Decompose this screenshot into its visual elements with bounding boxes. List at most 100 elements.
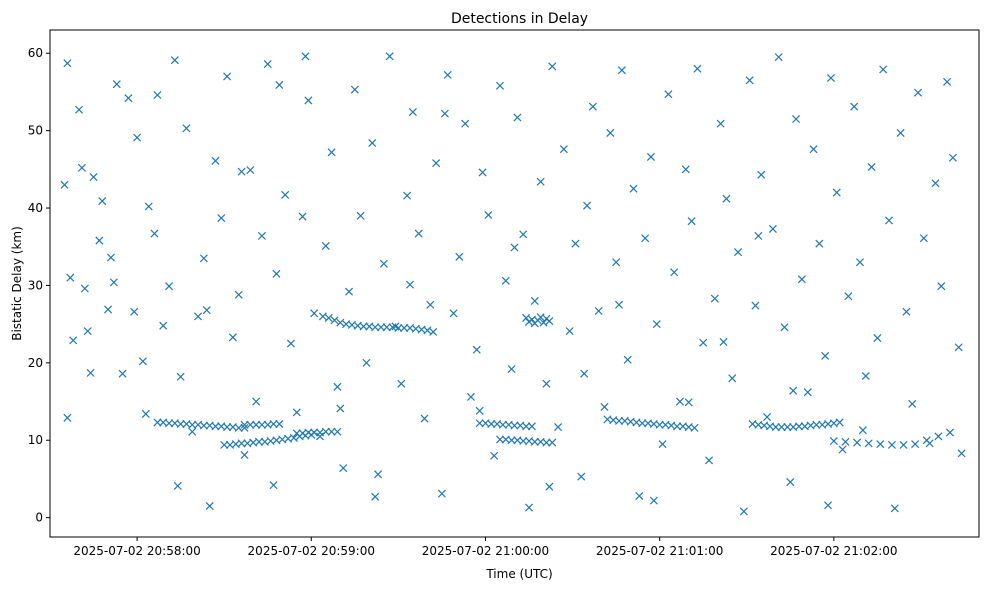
detection-marker: [455, 252, 464, 261]
detection-marker: [223, 72, 232, 81]
detection-marker: [272, 269, 281, 278]
detection-marker: [588, 102, 597, 111]
detection-marker: [394, 323, 403, 333]
detection-marker: [873, 334, 882, 343]
detection-marker: [606, 128, 615, 137]
detection-marker: [919, 234, 928, 243]
y-tick-label: 20: [28, 356, 43, 370]
detection-marker: [95, 236, 104, 245]
detection-marker: [629, 184, 638, 193]
detection-marker: [89, 173, 98, 182]
detection-marker: [397, 379, 406, 388]
detection-marker: [922, 436, 931, 445]
detection-marker: [690, 423, 699, 432]
detection-marker: [548, 62, 557, 71]
detection-marker: [466, 392, 475, 401]
detection-marker: [507, 365, 516, 374]
detection-marker: [75, 105, 84, 114]
detection-marker: [339, 464, 348, 473]
detection-marker: [850, 102, 859, 111]
detection-marker: [803, 388, 812, 397]
detection-marker: [228, 333, 237, 342]
detection-marker: [832, 188, 841, 197]
detection-marker: [554, 423, 563, 432]
detection-marker: [681, 165, 690, 174]
detection-marker: [948, 153, 957, 162]
detection-marker: [719, 337, 728, 346]
detection-marker: [118, 369, 127, 378]
detection-marker: [289, 433, 298, 442]
detection-marker: [237, 167, 246, 176]
detection-marker: [112, 80, 121, 89]
detection-marker: [176, 372, 185, 381]
detection-marker: [327, 427, 336, 436]
x-axis-label: Time (UTC): [485, 567, 552, 581]
detection-marker: [263, 60, 272, 69]
detection-marker: [623, 355, 632, 364]
detection-marker: [510, 421, 519, 430]
detection-marker: [86, 368, 95, 377]
detection-marker: [437, 489, 446, 498]
detection-marker: [501, 276, 510, 285]
detection-marker: [133, 133, 142, 142]
detection-marker: [423, 326, 432, 335]
detection-marker: [173, 481, 182, 490]
detection-marker: [301, 52, 310, 61]
detection-marker: [664, 90, 673, 99]
detection-marker: [109, 278, 118, 287]
detection-marker: [545, 482, 554, 491]
detection-marker: [693, 64, 702, 73]
detection-marker: [382, 323, 391, 332]
detection-marker: [763, 412, 772, 422]
detection-marker: [484, 210, 493, 220]
y-tick-label: 40: [28, 201, 43, 215]
detection-marker: [789, 386, 798, 395]
detection-marker: [495, 435, 505, 444]
detection-marker: [63, 413, 72, 422]
detection-marker: [202, 306, 211, 315]
detection-marker: [257, 420, 266, 429]
detection-marker: [324, 313, 333, 322]
x-tick-label: 2025-07-02 21:01:00: [596, 544, 723, 558]
detection-marker: [510, 243, 519, 252]
detection-marker: [571, 239, 580, 248]
detection-marker: [106, 253, 115, 262]
detection-marker: [911, 440, 920, 449]
detection-marker: [780, 323, 789, 332]
detection-marker: [896, 128, 905, 137]
detection-marker: [403, 191, 412, 200]
detection-marker: [246, 166, 255, 175]
detection-marker: [539, 318, 548, 327]
detection-marker: [673, 422, 682, 431]
detection-marker: [426, 300, 435, 309]
detection-marker: [205, 502, 214, 511]
detection-marker: [519, 230, 528, 239]
detection-marker: [704, 456, 714, 465]
detection-marker: [405, 280, 415, 289]
detection-marker: [957, 449, 966, 458]
detection-marker: [153, 90, 162, 100]
detection-marker: [876, 440, 885, 449]
detection-marker: [861, 371, 870, 381]
markers-layer: [60, 52, 966, 516]
detection-marker: [522, 313, 531, 322]
detection-marker: [315, 432, 325, 441]
detection-marker: [487, 419, 496, 429]
detection-marker: [472, 345, 481, 354]
detection-marker: [379, 259, 388, 268]
detection-marker: [855, 258, 864, 267]
detection-marker: [745, 76, 754, 85]
detection-marker: [530, 437, 539, 446]
detection-marker: [774, 53, 783, 62]
detection-marker: [420, 414, 429, 423]
detection-marker: [687, 217, 696, 226]
detection-marker: [580, 369, 589, 378]
detection-marker: [153, 418, 162, 427]
detection-marker: [374, 470, 383, 479]
detection-marker: [350, 85, 359, 94]
detection-marker: [182, 124, 191, 133]
detection-marker: [797, 275, 806, 284]
detection-marker: [899, 440, 908, 449]
detection-marker: [809, 145, 818, 154]
detection-marker: [734, 248, 743, 257]
